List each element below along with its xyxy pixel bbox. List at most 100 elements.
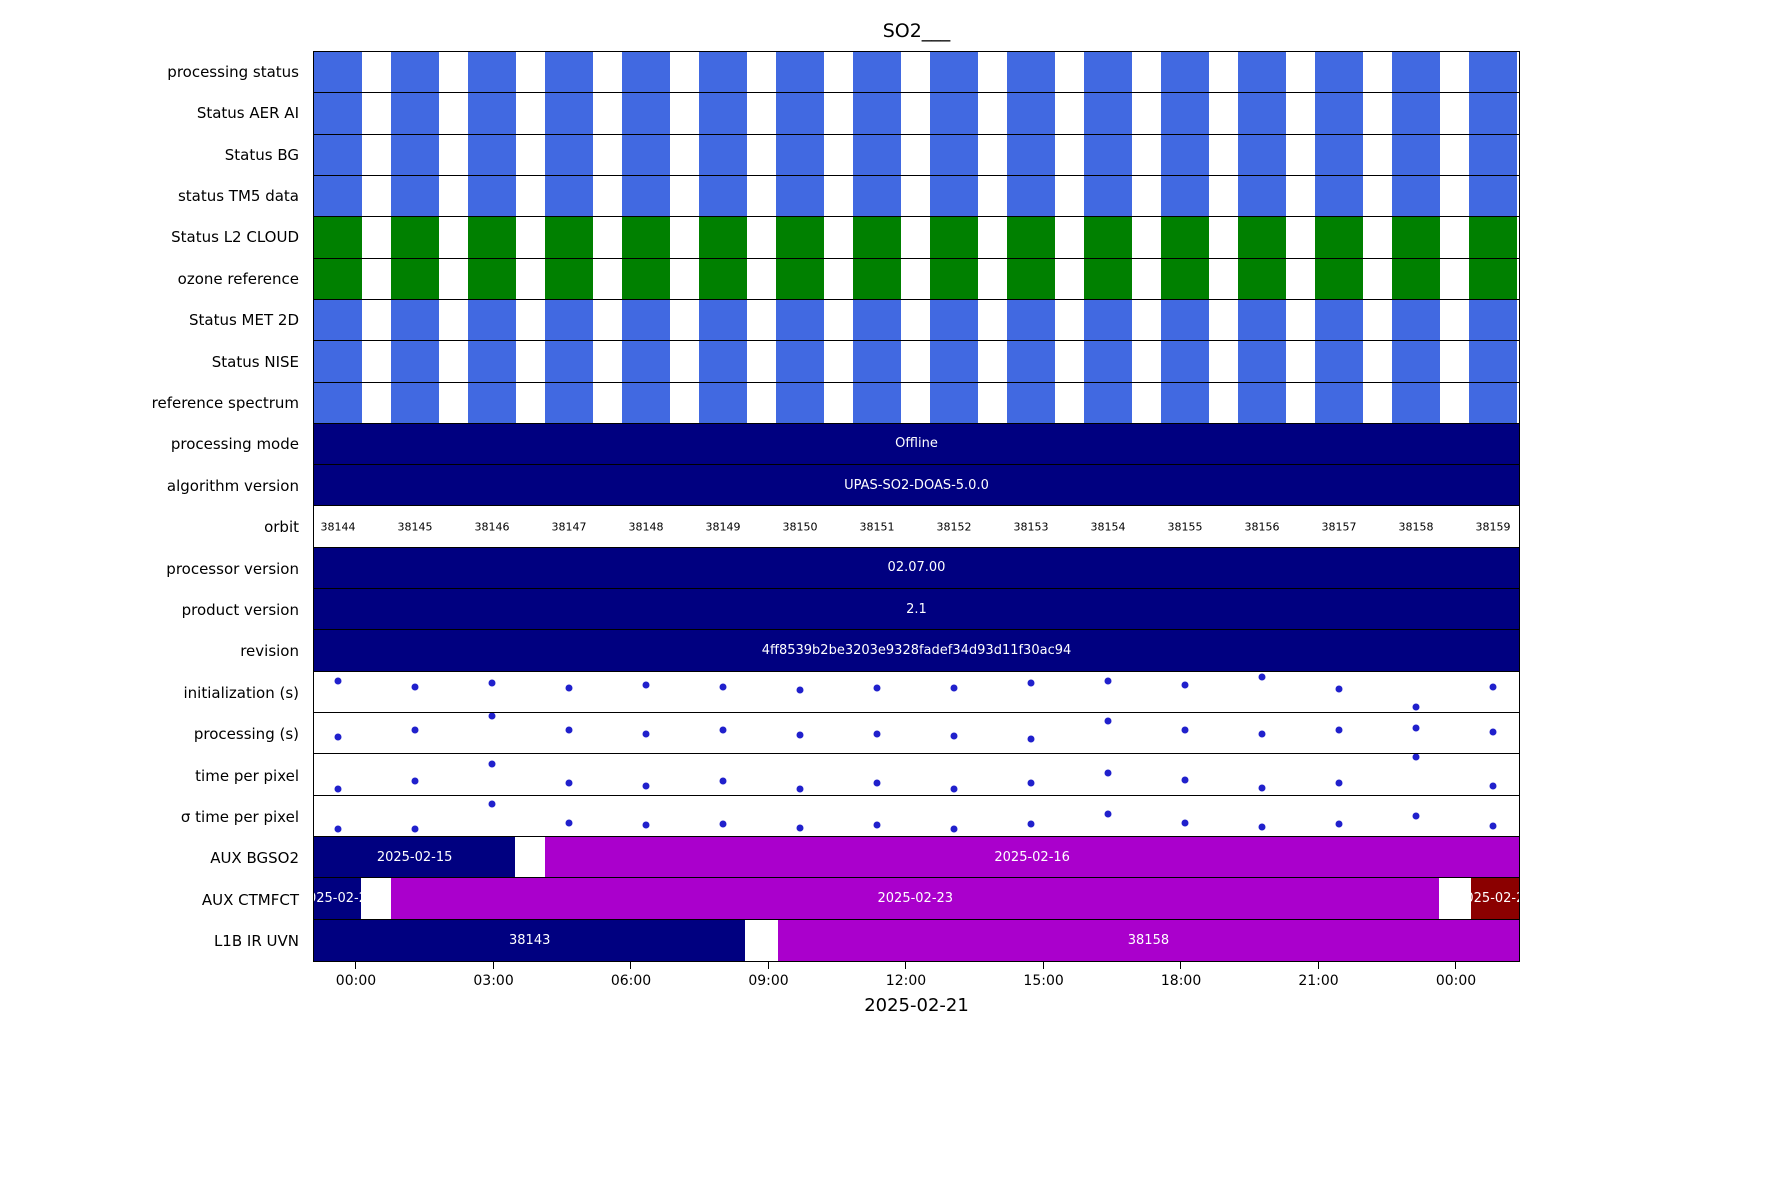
row-algorithm-version: UPAS-SO2-DOAS-5.0.0 (314, 465, 1519, 507)
orbit-status-stripe (314, 93, 362, 134)
row-label-processing-s: processing (s) (193, 725, 299, 744)
scatter-dot (1335, 726, 1343, 734)
timeline-segment: 2025-02-16 (545, 836, 1519, 878)
orbit-number: 38146 (474, 520, 510, 534)
orbit-status-stripe (621, 258, 670, 299)
scatter-dot (1335, 779, 1343, 787)
orbit-status-stripe (1237, 175, 1286, 217)
orbit-status-stripe (1468, 217, 1517, 258)
segment-text: 2025-02-24 (1471, 890, 1519, 906)
orbit-status-stripe (621, 134, 670, 175)
row-label-orbit: orbit (264, 518, 299, 537)
scatter-dot (719, 777, 727, 785)
scatter-dot (719, 726, 727, 734)
orbit-status-stripe (852, 93, 901, 134)
row-label-initialization-s: initialization (s) (183, 683, 299, 702)
orbit-status-stripe (1391, 52, 1440, 93)
scatter-dot (1489, 683, 1497, 691)
orbit-status-stripe (390, 258, 439, 299)
orbit-status-stripe (467, 134, 516, 175)
orbit-status-stripe (621, 93, 670, 134)
scatter-dot (488, 800, 496, 808)
scatter-dot (1335, 685, 1343, 693)
orbit-status-stripe (390, 93, 439, 134)
orbit-number: 38158 (1398, 520, 1434, 534)
x-tick-mark (767, 962, 769, 969)
orbit-status-stripe (1314, 217, 1363, 258)
orbit-status-stripe (1391, 134, 1440, 175)
orbit-status-stripe (1160, 299, 1209, 341)
scatter-dot (1258, 823, 1266, 831)
orbit-number: 38151 (859, 520, 895, 534)
row-label-aux-ctmfct: AUX CTMFCT (201, 890, 299, 909)
row-label-reference-spectrum: reference spectrum (151, 393, 299, 412)
bar-text: UPAS-SO2-DOAS-5.0.0 (844, 477, 989, 493)
scatter-dot (1181, 681, 1189, 689)
orbit-number: 38147 (551, 520, 587, 534)
scatter-dot (873, 779, 881, 787)
segment-text: 2025-02-23 (877, 890, 954, 906)
orbit-status-stripe (314, 382, 362, 423)
orbit-status-stripe (929, 341, 978, 382)
orbit-number: 38148 (628, 520, 664, 534)
row-label-product-version: product version (181, 601, 299, 620)
x-tick-label: 03:00 (473, 973, 514, 989)
row-processing-status (314, 52, 1519, 94)
scatter-dot (488, 760, 496, 768)
orbit-status-stripe (544, 341, 593, 382)
orbit-status-stripe (698, 134, 747, 175)
orbit-status-stripe (314, 258, 362, 299)
scatter-dot (1027, 679, 1035, 687)
orbit-status-stripe (698, 93, 747, 134)
row-label-l1b-ir-uvn: L1B IR UVN (213, 932, 299, 951)
scatter-dot (1335, 820, 1343, 828)
orbit-status-stripe (852, 217, 901, 258)
orbit-number: 38153 (1013, 520, 1049, 534)
orbit-status-stripe (1006, 217, 1055, 258)
row-label-revision: revision (240, 642, 299, 661)
segment-text: 2025-02-15 (376, 849, 453, 865)
row-label-status-tm5-data: status TM5 data (177, 186, 299, 205)
timeline-segment: 2025-02-22 (314, 878, 361, 919)
orbit-number: 38150 (782, 520, 818, 534)
orbit-status-stripe (775, 341, 824, 382)
orbit-status-stripe (1391, 382, 1440, 423)
orbit-status-stripe (1468, 382, 1517, 423)
row-time-per-pixel (314, 796, 1519, 837)
row-initialization-s (314, 672, 1519, 713)
x-tick-label: 06:00 (610, 973, 652, 989)
scatter-dot (1412, 754, 1420, 761)
orbit-status-stripe (1006, 299, 1055, 341)
x-axis-label: 2025-02-21 (864, 995, 969, 1016)
scatter-dot (1489, 782, 1497, 790)
timeline-segment: 2025-02-24 (1470, 878, 1519, 919)
orbit-status-stripe (621, 52, 670, 93)
orbit-status-stripe (1314, 341, 1363, 382)
y-axis-row-labels: processing status Status AER AI Status BG s… (0, 51, 306, 962)
orbit-status-stripe (467, 299, 516, 341)
row-ozone-reference (314, 258, 1519, 300)
scatter-dot (950, 732, 958, 740)
orbit-status-stripe (698, 175, 747, 217)
scatter-dot (411, 777, 419, 785)
segment-text: 2025-02-16 (994, 849, 1070, 865)
x-tick-mark (492, 962, 494, 969)
row-label-processing-mode: processing mode (170, 435, 299, 454)
orbit-status-stripe (852, 299, 901, 341)
orbit-status-stripe (1314, 258, 1363, 299)
scatter-dot (411, 726, 419, 734)
row-status-aer-ai (314, 93, 1519, 135)
row-orbit: 38144 38145 38146 38147 38148 38149 38150 38151… (314, 506, 1519, 548)
orbit-status-stripe (314, 299, 362, 341)
scatter-dot (642, 821, 650, 829)
orbit-number: 38145 (397, 520, 433, 534)
segment-text: 2025-02-22 (314, 890, 361, 906)
orbit-status-stripe (775, 175, 824, 217)
x-tick-label: 00:00 (1435, 973, 1477, 989)
orbit-status-stripe (852, 382, 901, 423)
orbit-status-stripe (1314, 134, 1363, 175)
chart-title: SO2___ (882, 20, 951, 42)
orbit-status-stripe (1468, 175, 1517, 217)
scatter-dot (1489, 728, 1497, 736)
orbit-status-stripe (390, 217, 439, 258)
